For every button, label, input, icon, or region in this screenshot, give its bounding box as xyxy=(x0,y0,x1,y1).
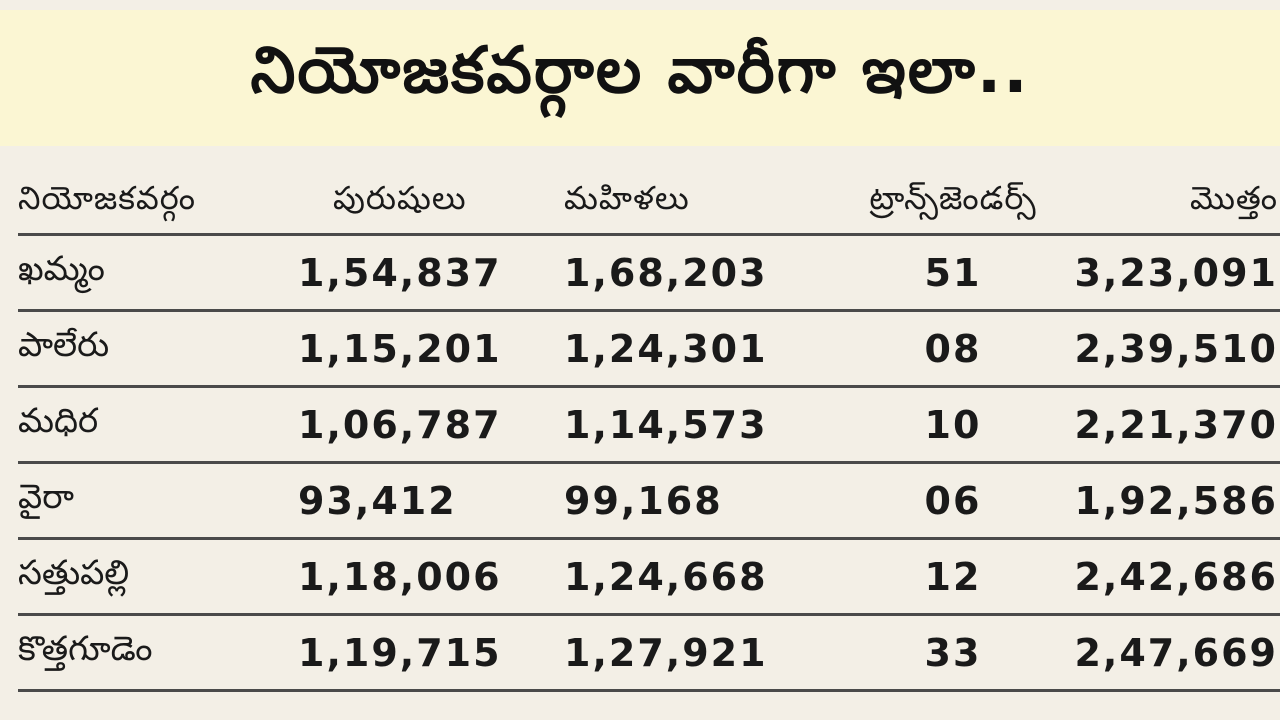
table-row: వైరా 93,412 99,168 06 1,92,586 xyxy=(18,464,1280,540)
transgenders-cell: 10 xyxy=(924,402,982,447)
header-total: మొత్తం xyxy=(1189,178,1278,217)
table-row: కొత్తగూడెం 1,19,715 1,27,921 33 2,47,669 xyxy=(18,616,1280,692)
page-title: నియోజకవర్గాల వారీగా ఇలా.. xyxy=(250,33,1030,108)
constituency-cell: మధిర xyxy=(18,400,99,441)
table-row: ఖమ్మం 1,54,837 1,68,203 51 3,23,091 xyxy=(18,236,1280,312)
constituency-cell: సత్తుపల్లి xyxy=(18,552,130,593)
total-cell: 1,92,586 xyxy=(1074,478,1278,523)
women-cell: 1,14,573 xyxy=(564,402,768,447)
men-cell: 1,15,201 xyxy=(298,326,502,371)
men-cell: 1,06,787 xyxy=(298,402,502,447)
transgenders-cell: 12 xyxy=(924,554,982,599)
constituency-cell: వైరా xyxy=(18,476,75,517)
men-cell: 93,412 xyxy=(298,478,457,523)
header-women: మహిళలు xyxy=(564,178,690,217)
table-row: పాలేరు 1,15,201 1,24,301 08 2,39,510 xyxy=(18,312,1280,388)
table-row: సత్తుపల్లి 1,18,006 1,24,668 12 2,42,686 xyxy=(18,540,1280,616)
constituency-cell: పాలేరు xyxy=(18,324,110,365)
women-cell: 1,24,668 xyxy=(564,554,768,599)
women-cell: 1,68,203 xyxy=(564,250,768,295)
table-header-row: నియోజకవర్గం పురుషులు మహిళలు ట్రాన్స్‌జెం… xyxy=(18,170,1280,236)
men-cell: 1,54,837 xyxy=(298,250,502,295)
men-cell: 1,19,715 xyxy=(298,630,502,675)
total-cell: 2,47,669 xyxy=(1074,630,1278,675)
women-cell: 99,168 xyxy=(564,478,723,523)
constituency-table: నియోజకవర్గం పురుషులు మహిళలు ట్రాన్స్‌జెం… xyxy=(18,170,1280,692)
total-cell: 2,42,686 xyxy=(1074,554,1278,599)
constituency-cell: కొత్తగూడెం xyxy=(18,628,153,669)
transgenders-cell: 08 xyxy=(924,326,982,371)
total-cell: 2,21,370 xyxy=(1074,402,1278,447)
total-cell: 3,23,091 xyxy=(1074,250,1278,295)
women-cell: 1,24,301 xyxy=(564,326,768,371)
header-men: పురుషులు xyxy=(333,178,467,217)
transgenders-cell: 06 xyxy=(924,478,982,523)
total-cell: 2,39,510 xyxy=(1074,326,1278,371)
men-cell: 1,18,006 xyxy=(298,554,502,599)
constituency-cell: ఖమ్మం xyxy=(18,248,105,289)
table-row: మధిర 1,06,787 1,14,573 10 2,21,370 xyxy=(18,388,1280,464)
women-cell: 1,27,921 xyxy=(564,630,768,675)
title-banner: నియోజకవర్గాల వారీగా ఇలా.. xyxy=(0,10,1280,146)
transgenders-cell: 51 xyxy=(924,250,982,295)
header-transgenders: ట్రాన్స్‌జెండర్స్ xyxy=(869,178,1037,217)
transgenders-cell: 33 xyxy=(924,630,982,675)
header-constituency: నియోజకవర్గం xyxy=(18,178,196,217)
